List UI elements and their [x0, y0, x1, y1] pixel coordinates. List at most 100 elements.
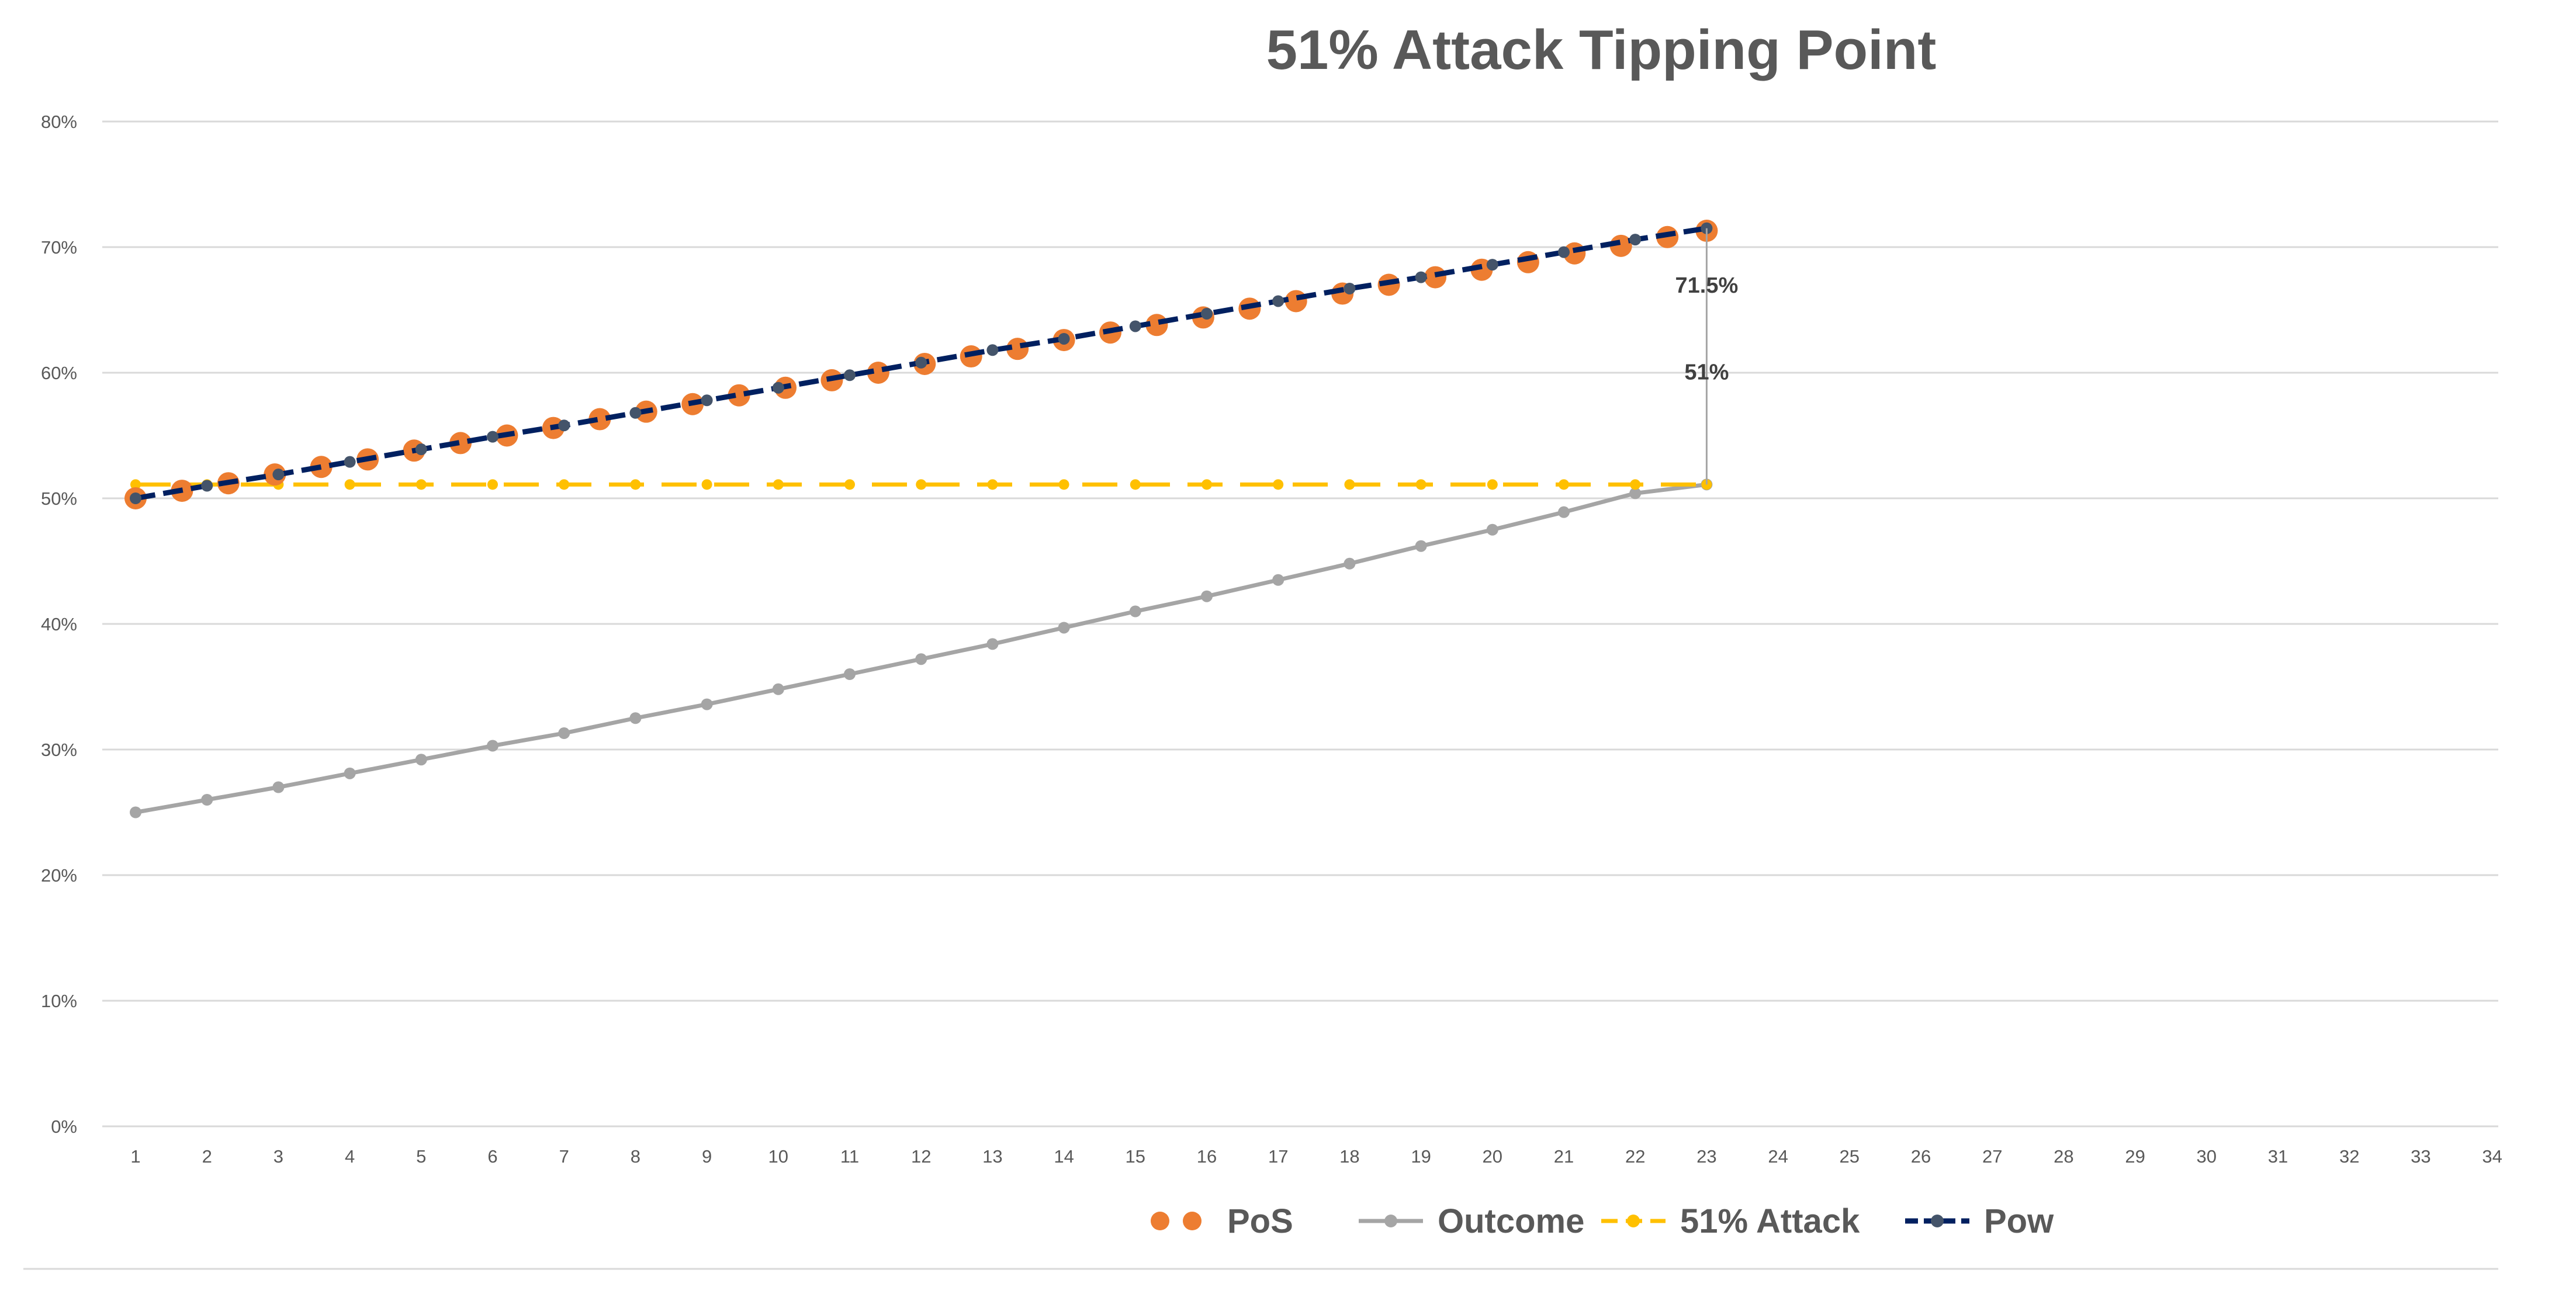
- x-tick-label: 7: [559, 1146, 569, 1167]
- legend-label: 51% Attack: [1680, 1202, 1860, 1240]
- data-point: [272, 469, 285, 481]
- data-point: [1201, 590, 1213, 602]
- data-point: [201, 794, 213, 806]
- legend-swatch: [1183, 1212, 1202, 1230]
- data-point: [201, 480, 213, 492]
- legend-swatch: [1384, 1215, 1397, 1227]
- data-point: [1058, 622, 1070, 634]
- data-point: [1609, 234, 1632, 257]
- x-tick-label: 3: [273, 1146, 283, 1167]
- y-tick-label: 40%: [41, 614, 77, 634]
- legend-item: Outcome: [1359, 1202, 1584, 1240]
- data-point: [1558, 506, 1570, 518]
- data-point: [1202, 479, 1212, 490]
- x-tick-label: 12: [911, 1146, 931, 1167]
- data-point: [1273, 479, 1284, 490]
- data-point: [701, 698, 713, 710]
- data-point: [629, 407, 642, 419]
- x-tick-label: 5: [416, 1146, 426, 1167]
- y-tick-label: 0%: [51, 1116, 77, 1137]
- data-point: [772, 381, 784, 394]
- legend-item: Pow: [1905, 1202, 2054, 1240]
- data-point: [558, 727, 570, 740]
- data-point: [588, 408, 611, 431]
- legend-label: PoS: [1227, 1202, 1293, 1240]
- data-point: [773, 479, 784, 490]
- x-tick-label: 19: [1411, 1146, 1431, 1167]
- data-point: [1415, 479, 1427, 490]
- data-point: [130, 492, 141, 504]
- legend-label: Pow: [1984, 1202, 2054, 1240]
- data-point: [1558, 246, 1570, 258]
- y-tick-label: 20%: [41, 865, 77, 886]
- plot-area: [124, 220, 1718, 818]
- data-point: [272, 781, 285, 793]
- y-axis: 0% 10% 20% 30% 40% 50% 60% 70% 80%: [41, 112, 77, 1137]
- y-tick-label: 10%: [41, 991, 77, 1011]
- data-label: 51%: [1684, 360, 1729, 384]
- data-point: [987, 479, 998, 490]
- data-point: [1629, 487, 1642, 499]
- data-point: [558, 419, 570, 432]
- x-tick-label: 9: [702, 1146, 712, 1167]
- y-tick-label: 50%: [41, 488, 77, 509]
- x-tick-label: 8: [631, 1146, 640, 1167]
- x-tick-label: 33: [2411, 1146, 2430, 1167]
- chart-title: 51% Attack Tipping Point: [1266, 19, 1937, 81]
- x-tick-label: 29: [2125, 1146, 2145, 1167]
- series-pos: [124, 220, 1718, 509]
- x-tick-label: 10: [768, 1146, 788, 1167]
- x-tick-label: 32: [2339, 1146, 2359, 1167]
- data-point: [1129, 605, 1141, 617]
- series-line: [135, 482, 1707, 814]
- x-tick-label: 27: [1982, 1146, 2002, 1167]
- data-point: [487, 740, 498, 752]
- x-tick-label: 21: [1554, 1146, 1574, 1167]
- x-axis: 1 2 3 4 5 6 7 8 9 10 11 12 13 14 15 16 17 18 19 20 21 22 23 24 2…: [130, 1146, 2502, 1167]
- series-pow: [130, 222, 1713, 504]
- data-point: [629, 712, 642, 724]
- x-tick-label: 31: [2268, 1146, 2288, 1167]
- data-point: [1272, 574, 1284, 586]
- data-point: [1630, 479, 1641, 490]
- data-point: [701, 479, 712, 490]
- annotations: 71.5% 51%: [1675, 228, 1739, 485]
- data-point: [1058, 332, 1070, 345]
- data-point: [1415, 540, 1427, 552]
- legend-item: 51% Attack: [1601, 1202, 1860, 1240]
- data-point: [1272, 295, 1284, 307]
- data-point: [844, 668, 856, 680]
- data-point: [1629, 234, 1642, 246]
- x-tick-label: 13: [982, 1146, 1002, 1167]
- gridlines: [102, 120, 2498, 1128]
- data-point: [1129, 320, 1141, 332]
- x-tick-label: 11: [840, 1146, 859, 1167]
- x-tick-label: 24: [1768, 1146, 1788, 1167]
- legend-swatch: [1931, 1215, 1944, 1227]
- data-point: [1130, 479, 1141, 490]
- data-label: 71.5%: [1675, 273, 1739, 298]
- x-tick-label: 23: [1696, 1146, 1716, 1167]
- data-point: [1344, 557, 1356, 570]
- x-tick-label: 26: [1911, 1146, 1931, 1167]
- data-point: [701, 394, 713, 407]
- data-point: [1487, 479, 1498, 490]
- x-tick-label: 16: [1197, 1146, 1217, 1167]
- x-tick-label: 18: [1339, 1146, 1359, 1167]
- data-point: [728, 384, 750, 407]
- data-point: [986, 638, 999, 650]
- legend-swatch: [1151, 1212, 1169, 1230]
- y-tick-label: 60%: [41, 363, 77, 383]
- x-tick-label: 34: [2482, 1146, 2502, 1167]
- data-point: [1058, 479, 1069, 490]
- y-tick-label: 80%: [41, 112, 77, 132]
- data-point: [1344, 479, 1355, 490]
- data-point: [630, 479, 641, 490]
- data-point: [310, 456, 333, 478]
- data-point: [1201, 307, 1213, 320]
- data-point: [415, 443, 427, 456]
- data-point: [1344, 282, 1356, 294]
- legend-label: Outcome: [1438, 1202, 1584, 1240]
